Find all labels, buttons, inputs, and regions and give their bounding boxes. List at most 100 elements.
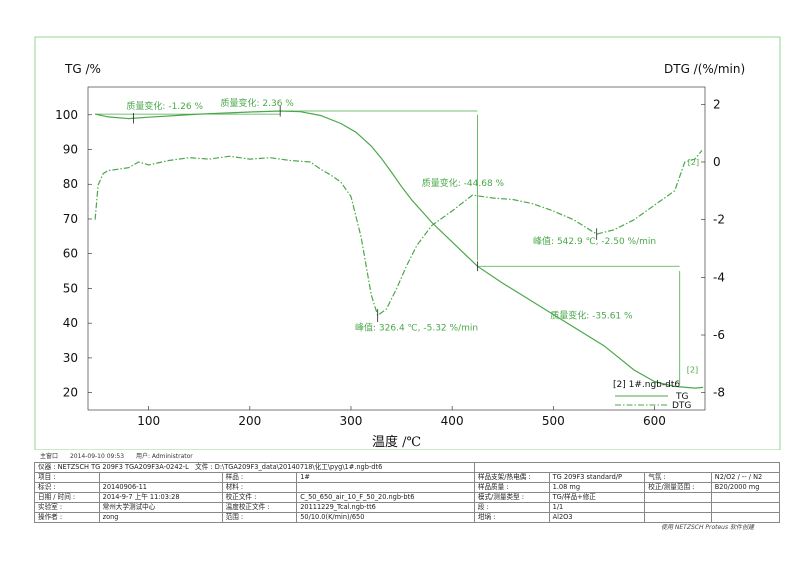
- info-key: [644, 502, 712, 513]
- y-left-tick-label: 30: [63, 351, 78, 365]
- info-row: 项目 : 样品 :1# 样品支架/热电偶 : TG 209F3 standard/P 气…: [34, 472, 781, 483]
- info-key: 温度校正文件 :: [221, 502, 298, 513]
- info-value: TG/样品+修正: [548, 492, 646, 503]
- y-left-tick-label: 100: [55, 108, 78, 122]
- curve-tag-bottom: [2]: [687, 366, 698, 375]
- y-right-tick-label: -2: [713, 213, 725, 227]
- curve-tag-top: [2]: [688, 158, 699, 167]
- axis-ticks: 100 200 300 400 500 600203040506070809010020-…: [55, 97, 725, 428]
- info-key: 材料 :: [221, 482, 298, 493]
- info-row: 实验室 : 常州大学测试中心 温度校正文件 :20111229_Tcal.ngb-t…: [34, 502, 781, 513]
- info-row: 日期 / 时间 :2014-9-7 上午 11:03:28 校正文件 : C_50_…: [34, 492, 781, 503]
- info-header-row: 仪器 : NETZSCH TG 209F3 TGA209F3A-0242-L 文…: [34, 462, 781, 473]
- info-value: 20140906-11: [98, 482, 223, 493]
- y-left-tick-label: 80: [63, 177, 78, 191]
- file-label: 文件 :: [195, 463, 213, 471]
- y-left-tick-label: 70: [63, 212, 78, 226]
- info-value: [296, 482, 475, 493]
- info-key: 校正/测量范围 :: [644, 482, 712, 493]
- file-value: D:\TGA209F3_data\20140718\化工\pyg\1#.ngb-…: [214, 463, 383, 471]
- chart-marks: [94, 110, 704, 389]
- series-dtg-line: [94, 150, 703, 317]
- info-row: 标识 :20140906-11 材料 : 样品质量 :1.08 mg 校正/测量范围 …: [34, 482, 781, 493]
- info-value: N2/O2 / -- / N2: [710, 472, 781, 483]
- info-value: zong: [98, 512, 223, 523]
- y-left-tick-label: 90: [63, 143, 78, 157]
- footer-meta: 主窗口 2014-09-10 09:53 用户: Administrator: [40, 451, 203, 460]
- y-left-axis-label: TG /%: [64, 62, 101, 76]
- plot-area: [87, 86, 706, 411]
- info-rows: 项目 : 样品 :1# 样品支架/热电偶 : TG 209F3 standard/P 气…: [34, 472, 781, 523]
- x-tick-label: 500: [542, 414, 565, 428]
- x-tick-label: 400: [441, 414, 464, 428]
- annotation-tg-step1: 质量变化: -1.26 %: [126, 100, 203, 112]
- x-tick-label: 600: [643, 414, 666, 428]
- legend-title: [2] 1#.ngb-dt6: [613, 380, 680, 390]
- info-value: [710, 492, 781, 503]
- info-key: 样品 :: [221, 472, 298, 483]
- info-row: 操作者 : zong 范围 :50/10.0(K/min)/650 坩埚 : Al2O3: [34, 512, 781, 523]
- info-key: 范围 :: [221, 512, 298, 523]
- info-value: [710, 512, 781, 523]
- y-right-tick-label: 2: [713, 97, 721, 111]
- info-value: Al2O3: [548, 512, 646, 523]
- info-key: 样品支架/热电偶 :: [473, 472, 550, 483]
- info-value: TG 209F3 standard/P: [548, 472, 646, 483]
- info-value: [98, 472, 223, 483]
- info-value: 1/1: [548, 502, 646, 513]
- info-key: 坩埚 :: [473, 512, 550, 523]
- x-tick-label: 200: [238, 414, 261, 428]
- y-right-axis-label: DTG /(%/min): [664, 62, 745, 76]
- info-value: 20111229_Tcal.ngb-tt6: [296, 502, 475, 513]
- x-axis-label: 温度 /℃: [372, 434, 421, 450]
- y-left-tick-label: 20: [63, 386, 78, 400]
- info-value: C_50_650_air_10_F_50_20.ngb-bt6: [296, 492, 475, 503]
- y-left-tick-label: 60: [63, 247, 78, 261]
- info-key: 项目 :: [34, 472, 100, 483]
- info-key: 气氛 :: [644, 472, 712, 483]
- info-value: 1#: [296, 472, 475, 483]
- info-key: 日期 / 时间 :: [34, 492, 100, 503]
- window-name: 主窗口: [40, 453, 59, 460]
- instrument-value: NETZSCH TG 209F3 TGA209F3A-0242-L: [57, 463, 189, 471]
- series-tg-line: [94, 110, 704, 389]
- annotation-peak2: 峰值: 542.9 ℃, -2.50 %/min: [533, 235, 656, 247]
- tg-dtg-chart: TG /% DTG /(%/min) 温度 /℃ 100 200 300 400 500…: [34, 36, 781, 450]
- info-value: 2014-9-7 上午 11:03:28: [98, 492, 223, 503]
- y-right-tick-label: -4: [713, 270, 725, 284]
- info-key: 段 :: [473, 502, 550, 513]
- info-table: 仪器 : NETZSCH TG 209F3 TGA209F3A-0242-L 文…: [34, 462, 781, 523]
- x-tick-label: 300: [340, 414, 363, 428]
- legend-tg-label: TG: [675, 392, 688, 402]
- info-value: 1.08 mg: [548, 482, 646, 493]
- x-tick-label: 100: [137, 414, 160, 428]
- software-credit: 使用 NETZSCH Proteus 软件创建: [660, 524, 754, 531]
- y-right-tick-label: 0: [713, 155, 721, 169]
- info-value: [710, 502, 781, 513]
- annotation-tg-step3: 质量变化: -44.68 %: [422, 177, 505, 189]
- info-key: 标识 :: [34, 482, 100, 493]
- annotation-peak1: 峰值: 326.4 ℃, -5.32 %/min: [355, 322, 478, 334]
- info-key: [644, 492, 712, 503]
- plot-frame-outer: [34, 36, 781, 450]
- info-value: 常州大学测试中心: [98, 502, 223, 513]
- info-key: 操作者 :: [34, 512, 100, 523]
- y-left-tick-label: 40: [63, 316, 78, 330]
- info-key: 校正文件 :: [221, 492, 298, 503]
- info-key: 实验室 :: [34, 502, 100, 513]
- info-key: 样品质量 :: [473, 482, 550, 493]
- annotation-tg-step2: 质量变化: 2.36 %: [221, 97, 295, 109]
- print-datetime: 2014-09-10 09:53: [69, 453, 125, 460]
- legend-dtg-label: DTG: [672, 401, 691, 411]
- info-key: [644, 512, 712, 523]
- instrument-label: 仪器 :: [38, 463, 56, 471]
- y-right-tick-label: -6: [713, 328, 725, 342]
- annotation-tg-step4: 质量变化: -35.61 %: [550, 310, 633, 322]
- y-right-tick-label: -8: [713, 386, 725, 400]
- user-name: 用户: Administrator: [135, 453, 193, 460]
- y-left-tick-label: 50: [63, 281, 78, 295]
- chart-annotations: 质量变化: -1.26 % 质量变化: 2.36 % 质量变化: -44.68 % 质…: [95, 97, 699, 411]
- info-value: B20/2000 mg: [710, 482, 781, 493]
- info-key: 模式/测量类型 :: [473, 492, 550, 503]
- info-value: 50/10.0(K/min)/650: [296, 512, 475, 523]
